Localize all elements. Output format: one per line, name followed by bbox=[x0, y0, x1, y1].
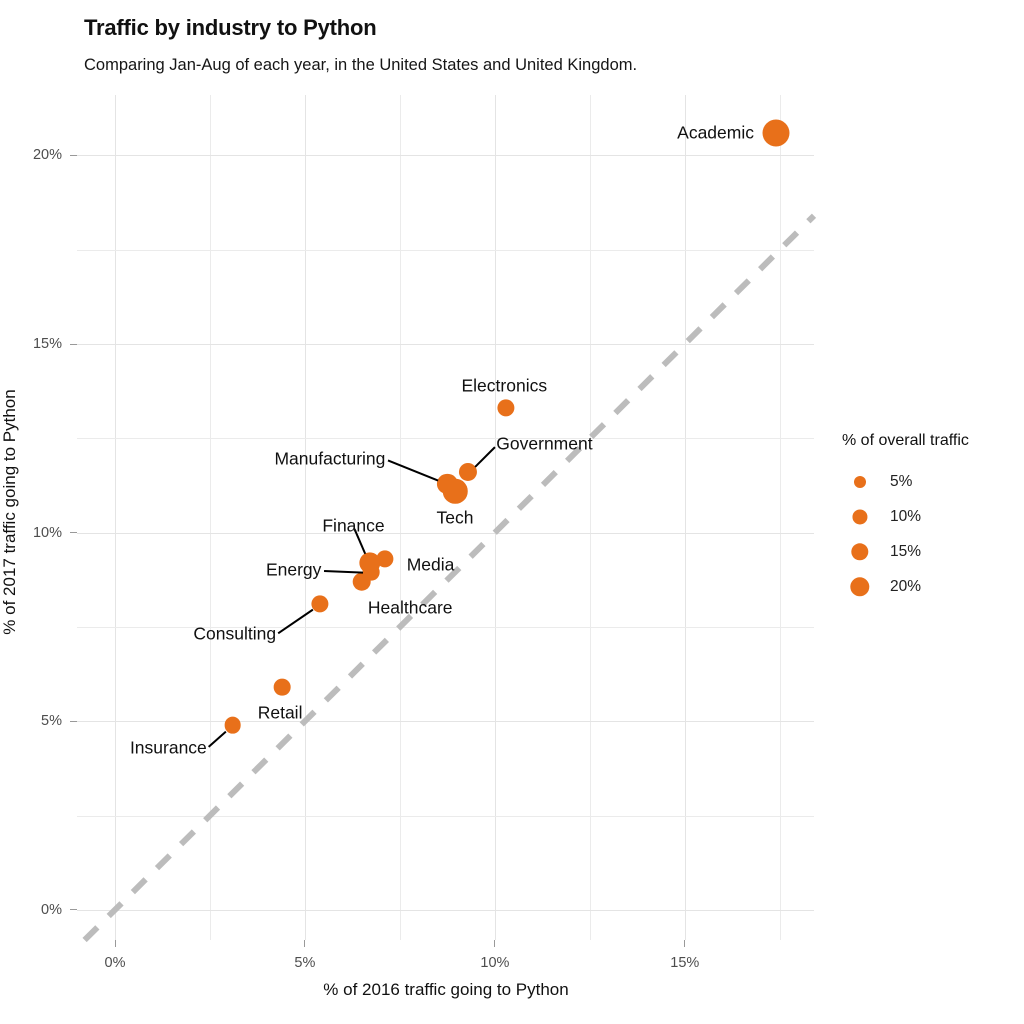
point-label: Healthcare bbox=[367, 596, 453, 617]
point-label: Retail bbox=[257, 702, 303, 723]
point-label: Insurance bbox=[129, 737, 207, 758]
data-point[interactable] bbox=[273, 678, 291, 696]
x-gridline bbox=[399, 95, 401, 940]
x-gridline bbox=[210, 95, 211, 940]
y-axis-tick-label: 20% bbox=[32, 147, 62, 164]
point-label: Academic bbox=[677, 121, 754, 142]
data-point[interactable] bbox=[442, 478, 468, 504]
legend-rows: 5% 10% 15% 20% bbox=[842, 464, 1017, 604]
legend-bubble-icon bbox=[854, 475, 866, 488]
point-label: Finance bbox=[322, 515, 385, 536]
point-label: Government bbox=[496, 433, 593, 454]
legend-bubble-icon bbox=[850, 576, 870, 597]
chart-subtitle: Comparing Jan-Aug of each year, in the U… bbox=[84, 56, 638, 74]
x-axis-tick-mark bbox=[684, 940, 686, 947]
legend-bubble-icon bbox=[852, 508, 868, 525]
legend-item[interactable]: 5% bbox=[842, 464, 1017, 499]
label-leader-line bbox=[387, 459, 438, 482]
legend-bubble-icon bbox=[851, 542, 869, 561]
y-axis-tick-mark bbox=[70, 154, 77, 156]
point-label: Tech bbox=[436, 507, 474, 528]
x-gridline bbox=[115, 95, 116, 940]
y-gridline bbox=[77, 249, 814, 251]
y-axis-title: % of 2017 traffic going to Python bbox=[0, 389, 19, 635]
x-axis-tick-mark bbox=[304, 940, 306, 947]
legend-item[interactable]: 10% bbox=[842, 499, 1017, 534]
data-point[interactable] bbox=[311, 595, 329, 613]
y-axis-tick-label: 15% bbox=[32, 336, 62, 352]
label-leader-line bbox=[474, 446, 496, 467]
data-point[interactable] bbox=[762, 119, 790, 147]
page-title: Traffic by industry to Python bbox=[84, 15, 377, 40]
plot-panel: Academic Electronics Government Manufacturi… bbox=[77, 95, 817, 943]
legend-item-label: 20% bbox=[890, 577, 922, 595]
legend-item-label: 15% bbox=[890, 542, 922, 560]
y-gridline bbox=[77, 721, 814, 723]
y-axis-tick-label: 10% bbox=[32, 524, 62, 541]
legend-title: % of overall traffic bbox=[842, 432, 969, 449]
x-gridline bbox=[304, 95, 306, 940]
x-axis-tick-label: 5% bbox=[294, 955, 316, 971]
x-gridline bbox=[779, 95, 781, 940]
y-axis-tick-mark bbox=[70, 343, 77, 345]
x-gridline bbox=[494, 95, 496, 940]
legend-item-label: 10% bbox=[890, 507, 922, 525]
point-label: Manufacturing bbox=[274, 447, 386, 468]
label-leader-line bbox=[277, 609, 314, 635]
legend-item[interactable]: 20% bbox=[842, 569, 1017, 604]
y-gridline bbox=[77, 815, 814, 817]
y-axis-tick-mark bbox=[70, 909, 77, 911]
legend-item-label: 5% bbox=[890, 472, 913, 490]
x-axis-tick-mark bbox=[494, 940, 496, 947]
y-gridline bbox=[77, 909, 814, 911]
x-gridline bbox=[684, 95, 686, 940]
data-point[interactable] bbox=[363, 563, 380, 581]
data-point[interactable] bbox=[224, 716, 242, 734]
y-gridline bbox=[77, 532, 814, 534]
x-axis-tick-label: 0% bbox=[104, 955, 126, 971]
point-label: Electronics bbox=[461, 375, 548, 396]
y-gridline bbox=[77, 626, 814, 628]
y-axis-tick-mark bbox=[70, 720, 77, 722]
y-gridline bbox=[77, 155, 814, 157]
x-axis-title: % of 2016 traffic going to Python bbox=[323, 980, 569, 999]
label-leader-line bbox=[323, 570, 363, 574]
x-axis-tick-label: 10% bbox=[480, 955, 510, 971]
legend-item[interactable]: 15% bbox=[842, 534, 1017, 569]
y-axis-tick-mark bbox=[70, 532, 77, 534]
x-axis-tick-label: 15% bbox=[670, 955, 700, 971]
x-axis-tick-mark bbox=[114, 940, 116, 947]
point-label: Media bbox=[406, 554, 455, 575]
y-gridline bbox=[77, 438, 814, 440]
point-label: Energy bbox=[265, 559, 322, 580]
y-axis-tick-label: 0% bbox=[41, 901, 62, 918]
x-gridline bbox=[589, 95, 591, 940]
point-label: Consulting bbox=[193, 623, 277, 644]
data-point[interactable] bbox=[497, 399, 515, 417]
data-point[interactable] bbox=[459, 463, 478, 482]
y-gridline bbox=[77, 344, 814, 345]
y-axis-tick-label: 5% bbox=[41, 713, 62, 730]
size-legend: % of overall traffic 5% 10% 15% 20% bbox=[842, 432, 1017, 604]
data-point[interactable] bbox=[376, 550, 394, 568]
